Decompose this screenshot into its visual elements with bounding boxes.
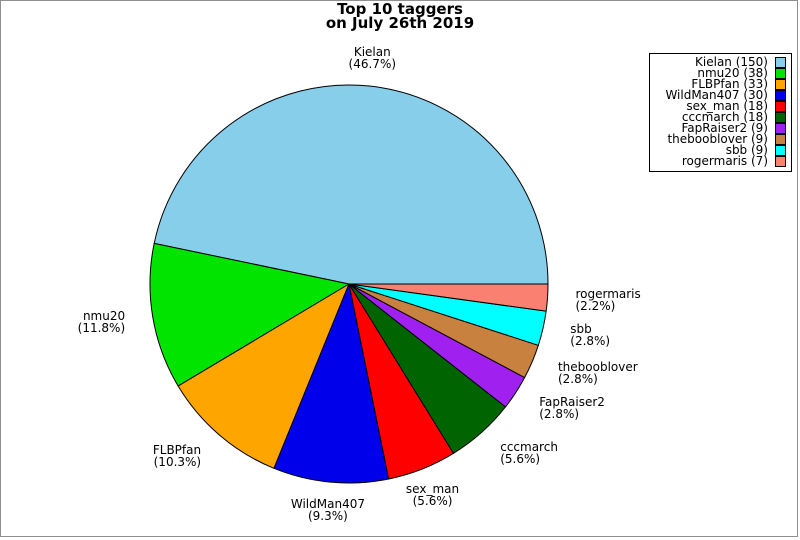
slice-label-name: sbb: [570, 321, 592, 336]
slice-label-name: cccmarch: [500, 440, 558, 455]
slice-label-nmu20: nmu20 (11.8%): [78, 310, 125, 334]
legend-item-label: FapRaiser2 (9): [681, 121, 768, 135]
legend-item-label: rogermaris (7): [681, 154, 768, 168]
legend-item-Kielan: Kielan (150): [654, 55, 786, 69]
pie-slice-WildMan407: [273, 283, 390, 484]
slice-label-name: rogermaris: [575, 286, 641, 301]
chart-title-line1: Top 10 taggers: [337, 0, 463, 18]
slice-label-sbb: sbb (2.8%): [570, 323, 610, 347]
legend-item-label: sex_man (18): [686, 99, 768, 113]
slice-label-name: nmu20: [82, 308, 126, 323]
slice-label-name: sex_man: [405, 482, 460, 497]
chart-title-line2: on July 26th 2019: [325, 14, 475, 32]
legend-color-swatch: [775, 90, 786, 101]
slice-label-FLBPfan: FLBPfan (10.3%): [153, 444, 201, 468]
slice-label-name: FLBPfan: [152, 443, 202, 458]
slice-label-cccmarch: cccmarch (5.6%): [500, 441, 558, 465]
slice-label-name: WildMan407: [290, 497, 365, 512]
legend-color-swatch: [775, 112, 786, 123]
legend-item-FapRaiser2: FapRaiser2 (9): [654, 121, 786, 135]
slice-label-rogermaris: rogermaris (2.2%): [575, 288, 640, 312]
legend-item-sex_man: sex_man (18): [654, 99, 786, 113]
slice-label-percent: (2.8%): [557, 371, 598, 386]
legend-color-swatch: [775, 134, 786, 145]
legend-color-swatch: [775, 57, 786, 68]
slice-label-thebooblover: thebooblover (2.8%): [558, 361, 638, 385]
legend-item-sbb: sbb (9): [654, 143, 786, 157]
legend-color-swatch: [775, 79, 786, 90]
slice-label-WildMan407: WildMan407 (9.3%): [291, 498, 365, 522]
legend-item-cccmarch: cccmarch (18): [654, 110, 786, 124]
slice-label-name: FapRaiser2: [539, 394, 605, 409]
legend-item-label: WildMan407 (30): [665, 88, 768, 102]
pie-slice-rogermaris: [348, 283, 549, 312]
slice-label-percent: (5.6%): [500, 452, 541, 467]
slice-label-percent: (5.6%): [412, 494, 453, 509]
legend-color-swatch: [775, 156, 786, 167]
slice-label-percent: (11.8%): [77, 320, 126, 335]
legend-item-label: nmu20 (38): [697, 66, 768, 80]
legend-color-swatch: [775, 123, 786, 134]
slice-label-FapRaiser2: FapRaiser2 (2.8%): [539, 396, 605, 420]
pie-slice-nmu20: [149, 242, 350, 387]
slice-label-percent: (9.3%): [307, 509, 348, 524]
legend-item-nmu20: nmu20 (38): [654, 66, 786, 80]
legend: Kielan (150) nmu20 (38) FLBPfan (33) WildMa…: [649, 53, 792, 172]
slice-label-percent: (10.3%): [153, 455, 202, 470]
chart-title: Top 10 taggers on July 26th 2019: [0, 0, 800, 32]
pie-slice-FLBPfan: [177, 283, 350, 469]
legend-color-swatch: [775, 68, 786, 79]
legend-color-swatch: [775, 101, 786, 112]
slice-label-percent: (2.2%): [575, 298, 616, 313]
legend-item-rogermaris: rogermaris (7): [654, 154, 786, 168]
legend-item-FLBPfan: FLBPfan (33): [654, 77, 786, 91]
legend-item-label: Kielan (150): [695, 55, 768, 69]
legend-color-swatch: [775, 145, 786, 156]
legend-item-thebooblover: thebooblover (9): [654, 132, 786, 146]
legend-item-WildMan407: WildMan407 (30): [654, 88, 786, 102]
slice-label-percent: (46.7%): [348, 57, 397, 72]
slice-label-percent: (2.8%): [539, 406, 580, 421]
slice-label-name: thebooblover: [557, 359, 638, 374]
legend-item-label: thebooblover (9): [667, 132, 768, 146]
legend-item-label: sbb (9): [725, 143, 768, 157]
slice-label-Kielan: Kielan (46.7%): [349, 46, 396, 70]
slice-label-sex_man: sex_man (5.6%): [406, 483, 459, 507]
pie-slice-Kielan: [153, 84, 549, 285]
legend-item-label: cccmarch (18): [681, 110, 768, 124]
slice-label-name: Kielan: [353, 45, 391, 60]
slice-label-percent: (2.8%): [570, 333, 611, 348]
legend-item-label: FLBPfan (33): [691, 77, 768, 91]
